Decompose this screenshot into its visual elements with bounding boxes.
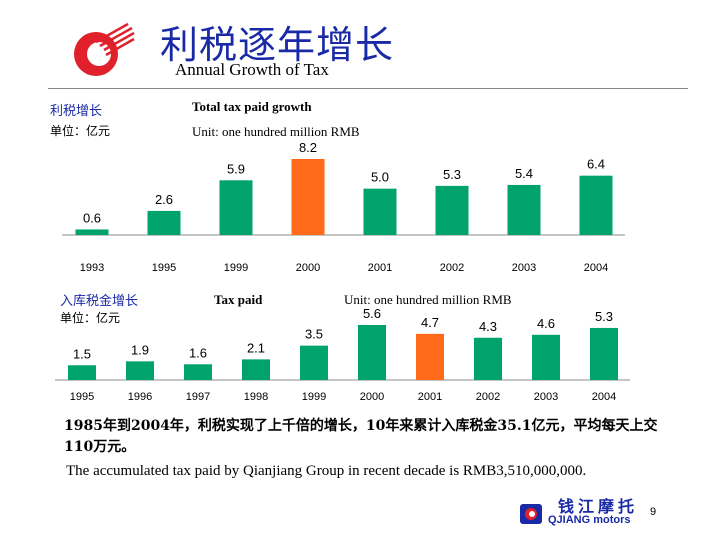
- value-label-2001: 5.0: [371, 170, 389, 185]
- chart1-title-en: Total tax paid growth: [192, 99, 312, 114]
- chart1-unit-en: Unit: one hundred million RMB: [192, 124, 360, 139]
- value-label-2000: 8.2: [299, 140, 317, 155]
- chart2-label-cn: 入库税金增长: [60, 294, 139, 309]
- bar-2000: [358, 325, 386, 380]
- bar-1999: [300, 345, 328, 380]
- value-label-1997: 1.6: [189, 345, 207, 360]
- chart2-title-en: Tax paid: [214, 292, 263, 307]
- tick-label-2004: 2004: [592, 391, 616, 403]
- value-label-1995: 2.6: [155, 192, 173, 207]
- value-label-1995: 1.5: [73, 346, 91, 361]
- value-label-2003: 4.6: [537, 316, 555, 331]
- page-number: 9: [650, 506, 657, 518]
- value-label-2002: 5.3: [443, 167, 461, 182]
- value-label-2004: 5.3: [595, 309, 613, 324]
- bar-2001: [416, 333, 444, 380]
- page-title-cn: 利税逐年增长: [160, 23, 395, 67]
- tick-label-1999: 1999: [302, 391, 326, 403]
- value-label-1996: 1.9: [131, 342, 149, 357]
- bar-1995: [147, 210, 181, 235]
- header-divider: [48, 88, 688, 89]
- bar-1998: [242, 359, 270, 380]
- value-label-2004: 6.4: [587, 157, 605, 172]
- tick-label-2003: 2003: [534, 391, 558, 403]
- tick-label-2004: 2004: [584, 262, 608, 274]
- bar-1995: [68, 365, 96, 380]
- bar-2003: [507, 184, 541, 235]
- tick-label-1998: 1998: [244, 391, 268, 403]
- tick-label-1995: 1995: [70, 391, 94, 403]
- tick-label-2002: 2002: [440, 262, 464, 274]
- description-cn: 1985年到2004年，利税实现了上千倍的增长，10年来累计入库税金35.1亿元…: [64, 418, 658, 455]
- tick-label-2001: 2001: [418, 391, 442, 403]
- value-label-1993: 0.6: [83, 210, 101, 225]
- value-label-2001: 4.7: [421, 315, 439, 330]
- tick-label-1995: 1995: [152, 262, 176, 274]
- tick-label-1999: 1999: [224, 262, 248, 274]
- tick-label-2002: 2002: [476, 391, 500, 403]
- bar-2004: [579, 175, 613, 235]
- description-en: The accumulated tax paid by Qianjiang Gr…: [66, 463, 587, 479]
- bar-2003: [532, 334, 560, 380]
- bar-1996: [126, 361, 154, 380]
- chart1-label-cn: 利税增长: [50, 104, 103, 119]
- bar-2001: [363, 188, 397, 235]
- tick-label-2001: 2001: [368, 262, 392, 274]
- tick-label-2003: 2003: [512, 262, 536, 274]
- bar-1999: [219, 180, 253, 235]
- value-label-1999: 3.5: [305, 327, 323, 342]
- footer-brand-logo: [520, 490, 650, 535]
- value-label-2000: 5.6: [363, 306, 381, 321]
- bar-2002: [474, 337, 502, 380]
- chart2-unit-cn: 单位：亿元: [60, 311, 121, 325]
- chart2-unit-en: Unit: one hundred million RMB: [344, 292, 512, 307]
- tick-label-1996: 1996: [128, 391, 152, 403]
- company-logo: [66, 20, 136, 87]
- bar-1997: [184, 364, 212, 380]
- value-label-1998: 2.1: [247, 340, 265, 355]
- footer-brand-en: QJIANG motors: [548, 514, 631, 526]
- value-label-1999: 5.9: [227, 161, 245, 176]
- value-label-2002: 4.3: [479, 319, 497, 334]
- bar-2002: [435, 185, 469, 235]
- tick-label-1993: 1993: [80, 262, 104, 274]
- value-label-2003: 5.4: [515, 166, 533, 181]
- chart-tax-paid: 1.5 1995 1.9 1996 1.6 1997 2.1 1998 3.5 1999 5.6 20…: [55, 306, 630, 403]
- tick-label-1997: 1997: [186, 391, 210, 403]
- chart1-unit-cn: 单位：亿元: [50, 124, 111, 138]
- footer-brand-cn: 钱江摩托: [558, 497, 639, 516]
- bar-1993: [75, 229, 109, 235]
- bar-2004: [590, 327, 618, 380]
- bar-2000: [291, 159, 325, 235]
- tick-label-2000: 2000: [360, 391, 384, 403]
- tick-label-2000: 2000: [296, 262, 320, 274]
- page-title-en: Annual Growth of Tax: [175, 60, 329, 79]
- chart-total-tax-growth: 0.6 1993 2.6 1995 5.9 1999 8.2 2000 5.0 2001 5.3 20…: [62, 140, 625, 274]
